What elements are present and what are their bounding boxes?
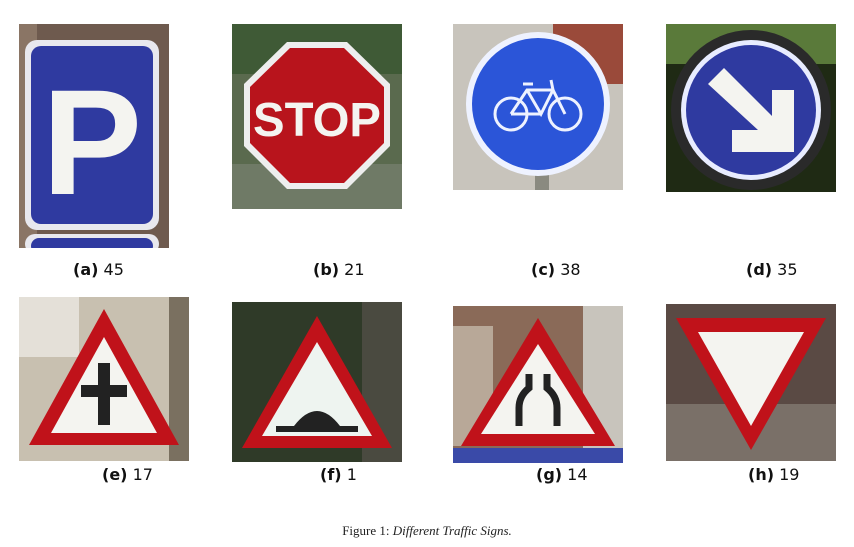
- panel-label: (h): [748, 465, 775, 484]
- panel-a-image: P: [19, 24, 169, 248]
- panel-f-caption: (f) 1: [320, 465, 357, 484]
- panel-number: 1: [346, 465, 357, 484]
- panel-label: (c): [531, 260, 556, 279]
- panel-b-caption: (b) 21: [313, 260, 365, 279]
- panel-e-caption: (e) 17: [102, 465, 153, 484]
- figure-caption-text: Different Traffic Signs.: [392, 523, 512, 538]
- panel-g-caption: (g) 14: [536, 465, 588, 484]
- panel-label: (f): [320, 465, 342, 484]
- road-narrows-warning-icon: [453, 306, 623, 463]
- panel-label: (a): [73, 260, 99, 279]
- panel-h-caption: (h) 19: [748, 465, 799, 484]
- parking-sign-icon: P: [19, 24, 169, 248]
- keep-right-arrow-icon: [666, 24, 836, 192]
- stop-word: STOP: [253, 94, 381, 147]
- panel-a-caption: (a) 45: [73, 260, 124, 279]
- panel-number: 17: [132, 465, 153, 484]
- panel-b-image: STOP: [232, 24, 402, 209]
- stop-sign-icon: STOP: [232, 24, 402, 209]
- panel-number: 19: [779, 465, 800, 484]
- parking-letter: P: [42, 58, 142, 226]
- panel-number: 35: [777, 260, 798, 279]
- panel-label: (e): [102, 465, 128, 484]
- panel-h-image: [666, 304, 836, 461]
- panel-number: 38: [560, 260, 581, 279]
- panel-f-image: [232, 302, 402, 462]
- panel-c-image: [453, 24, 623, 190]
- figure-caption-prefix: Figure 1:: [342, 523, 390, 538]
- speed-bump-warning-icon: [232, 302, 402, 462]
- panel-label: (d): [746, 260, 773, 279]
- panel-label: (g): [536, 465, 563, 484]
- panel-e-image: [19, 297, 189, 461]
- figure-caption: Figure 1: Different Traffic Signs.: [0, 523, 854, 539]
- crossroads-warning-icon: [19, 297, 189, 461]
- panel-g-image: [453, 306, 623, 463]
- panel-number: 45: [103, 260, 124, 279]
- panel-d-caption: (d) 35: [746, 260, 798, 279]
- yield-sign-icon: [666, 304, 836, 461]
- panel-label: (b): [313, 260, 340, 279]
- panel-d-image: [666, 24, 836, 192]
- panel-number: 21: [344, 260, 365, 279]
- panel-c-caption: (c) 38: [531, 260, 581, 279]
- panel-number: 14: [567, 465, 588, 484]
- bicycle-sign-icon: [453, 24, 623, 190]
